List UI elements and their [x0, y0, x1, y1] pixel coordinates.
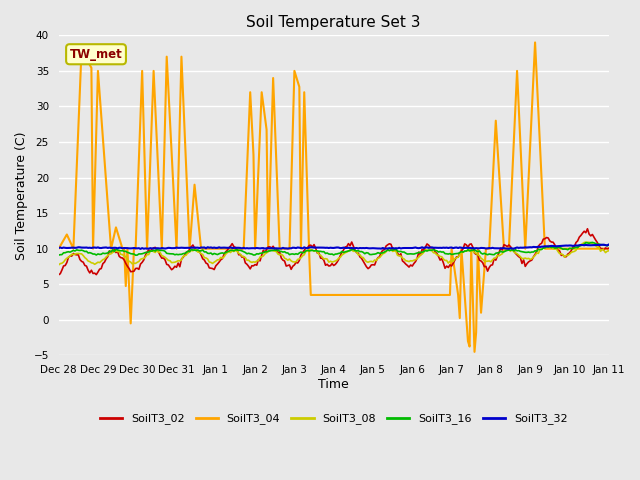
Y-axis label: Soil Temperature (C): Soil Temperature (C)	[15, 131, 28, 260]
Legend: SoilT3_02, SoilT3_04, SoilT3_08, SoilT3_16, SoilT3_32: SoilT3_02, SoilT3_04, SoilT3_08, SoilT3_…	[95, 409, 572, 429]
X-axis label: Time: Time	[318, 378, 349, 391]
Text: TW_met: TW_met	[70, 48, 122, 61]
Title: Soil Temperature Set 3: Soil Temperature Set 3	[246, 15, 421, 30]
